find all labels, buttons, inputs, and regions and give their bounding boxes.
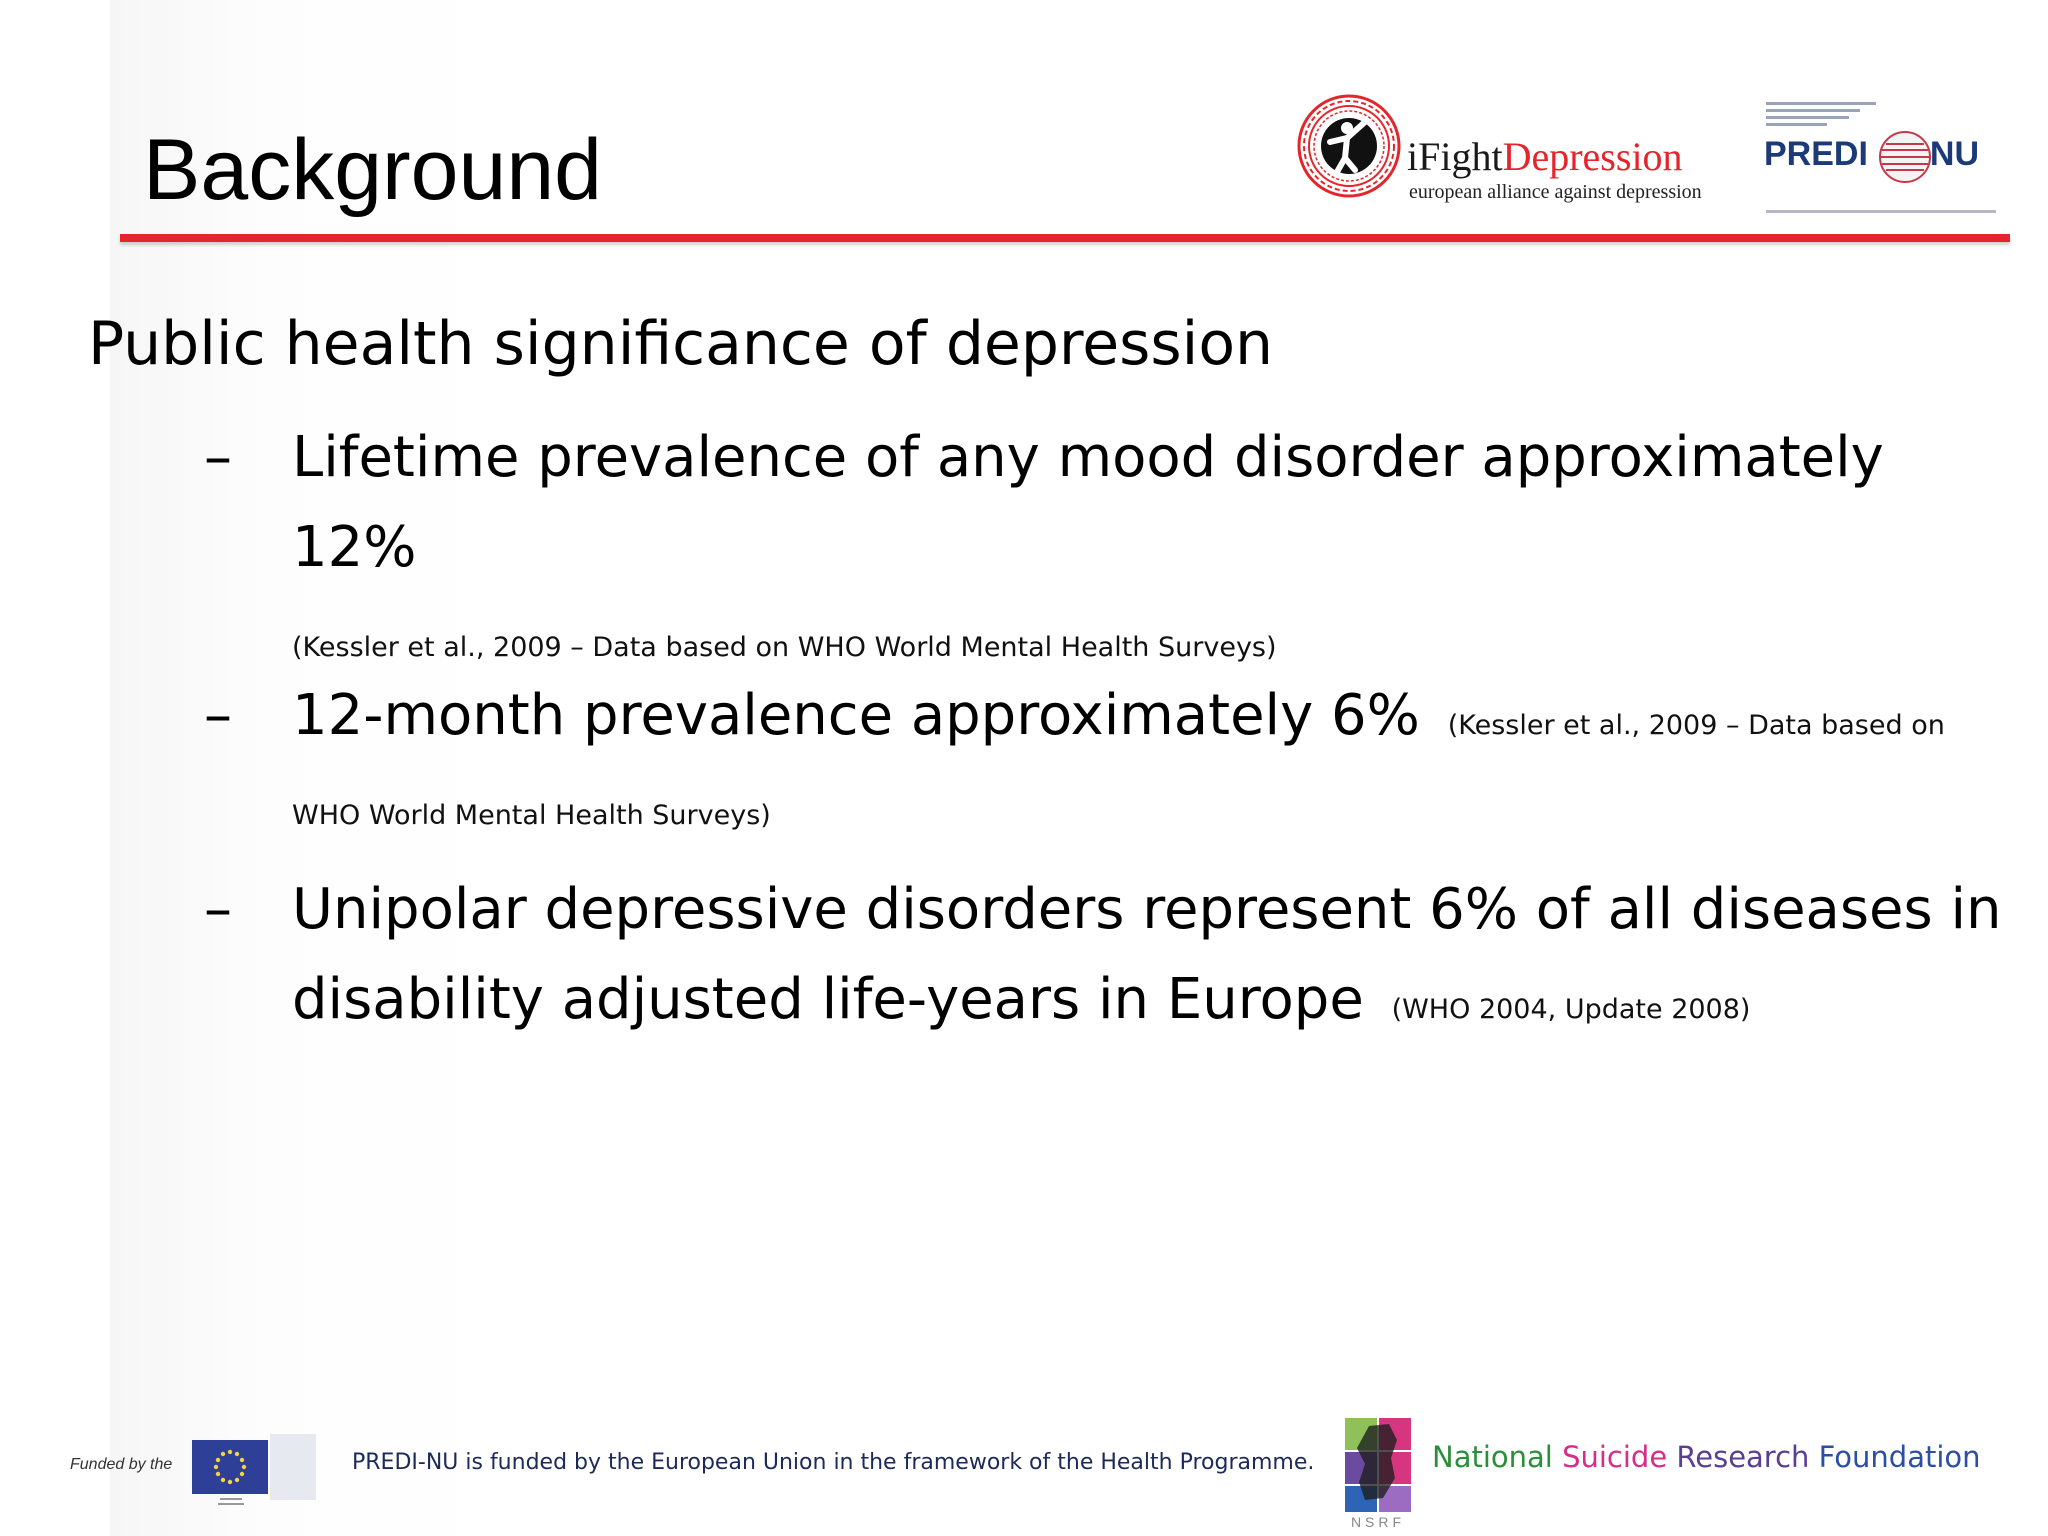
bullet-citation: (Kessler et al., 2009 – Data based on WH… [292, 632, 1277, 663]
predi-nu-left: PREDI [1764, 135, 1868, 173]
ifight-title-part2: Depression [1502, 134, 1683, 179]
bullet-citation: (WHO 2004, Update 2008) [1391, 994, 1751, 1025]
nsrf-name-word: Foundation [1818, 1440, 1981, 1474]
bullet-item: – Lifetime prevalence of any mood disord… [204, 413, 2004, 683]
bullet-dash: – [204, 683, 232, 748]
bullet-text: 12-month prevalence approximately 6% [292, 683, 1420, 748]
ifight-depression-subtitle: european alliance against depression [1409, 181, 1702, 203]
nsrf-ireland-icon [1345, 1418, 1411, 1512]
bullet-citation: (Kessler et al., 2009 – Data based on WH… [292, 710, 1945, 831]
predi-nu-tagline [1766, 210, 1996, 213]
globe-icon [1879, 131, 1931, 183]
ifight-title-part1: iFight [1407, 134, 1503, 179]
predi-nu-wordmark: PREDI NU [1764, 134, 1979, 174]
predi-nu-logo: PREDI NU [1762, 102, 2002, 224]
nsrf-name-word: Suicide [1562, 1440, 1668, 1474]
bullet-text: Lifetime prevalence of any mood disorder… [292, 425, 1884, 580]
bullet-text: Unipolar depressive disorders represent … [292, 877, 2002, 1032]
predi-nu-right: NU [1929, 135, 1980, 173]
slide-footer: Funded by the PREDI-NU is funded by the … [0, 1406, 2048, 1536]
ifight-depression-title: iFightDepression [1407, 134, 1683, 180]
bullet-item: – Unipolar depressive disorders represen… [204, 865, 2004, 1045]
bullet-item: – 12-month prevalence approximately 6% (… [204, 671, 2004, 851]
nsrf-organization-name: National Suicide Research Foundation [1432, 1440, 1981, 1474]
nsrf-name-word: Research [1676, 1440, 1810, 1474]
person-in-circle-icon [1297, 94, 1401, 198]
bullet-dash: – [204, 425, 232, 490]
funding-note: PREDI-NU is funded by the European Union… [352, 1450, 1315, 1475]
header-rule [120, 234, 2010, 242]
slide-title: Background [143, 122, 602, 218]
nsrf-label: NSRF [1350, 1514, 1406, 1530]
nsrf-name-word: National [1432, 1440, 1553, 1474]
funded-by-label: Funded by the [70, 1456, 173, 1473]
bullet-dash: – [204, 877, 232, 942]
eu-flag-icon [192, 1434, 316, 1505]
slide-background [110, 0, 2048, 1536]
predi-nu-fine-print [1766, 102, 1876, 130]
section-heading: Public health significance of depression [88, 309, 1274, 379]
ifight-depression-logo: iFightDepression european alliance again… [1295, 92, 1755, 212]
